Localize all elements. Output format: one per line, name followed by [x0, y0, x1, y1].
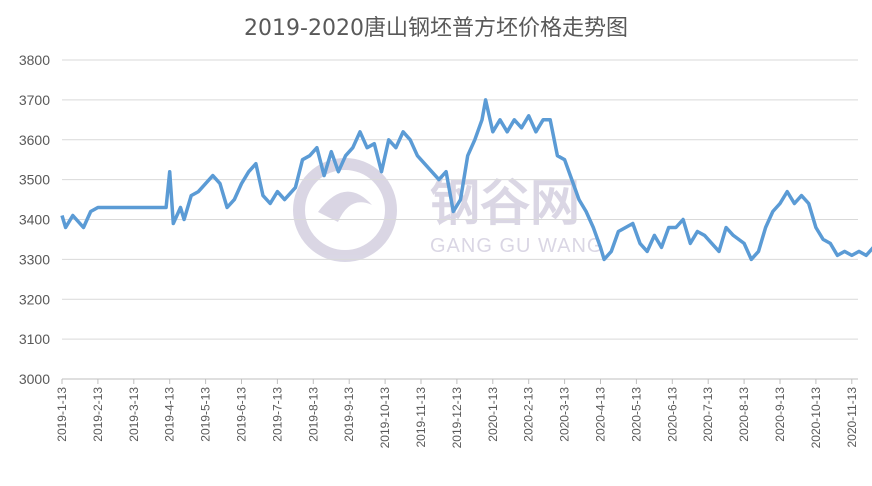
- watermark-circle-icon: [293, 158, 397, 262]
- series-line: [60, 98, 872, 262]
- x-tick-label: 2020-4-13: [594, 387, 608, 442]
- y-axis: 3000 3100 3200 3300 3400 3500 3600 3700 3800: [19, 52, 50, 387]
- x-tick-label: 2019-9-13: [342, 387, 356, 442]
- y-tick-label: 3200: [19, 291, 50, 307]
- chart-title: 2019-2020唐山钢坯普方坯价格走势图: [244, 16, 628, 41]
- x-tick-label: 2019-10-13: [378, 387, 392, 449]
- x-tick-label: 2020-10-13: [809, 387, 823, 449]
- watermark-text-en: GANG GU WANG: [430, 235, 603, 257]
- y-tick-label: 3500: [19, 172, 50, 188]
- x-tick-label: 2019-12-13: [450, 387, 464, 449]
- watermark-swirl-icon: [318, 191, 372, 222]
- x-tick-label: 2020-5-13: [629, 387, 643, 442]
- x-tick-label: 2019-4-13: [163, 387, 177, 442]
- x-tick-label: 2019-11-13: [414, 387, 428, 448]
- y-tick-label: 3600: [19, 132, 50, 148]
- y-tick-label: 3800: [19, 52, 50, 68]
- x-tick-label: 2019-7-13: [270, 387, 284, 442]
- x-tick-label: 2020-8-13: [737, 387, 751, 442]
- x-tick-label: 2020-11-13: [845, 387, 859, 448]
- x-axis: 2019-1-13 2019-2-13 2019-3-13 2019-4-13 2019…: [55, 379, 859, 448]
- watermark-text-cn: 钢谷网: [430, 174, 580, 232]
- y-tick-label: 3100: [19, 331, 50, 347]
- watermark-logo: 钢谷网 GANG GU WANG: [293, 158, 603, 262]
- x-tick-label: 2020-9-13: [773, 387, 787, 442]
- x-tick-label: 2020-2-13: [522, 387, 536, 442]
- x-tick-label: 2020-1-13: [486, 387, 500, 442]
- x-tick-label: 2019-1-13: [55, 387, 69, 442]
- x-tick-label: 2019-2-13: [91, 387, 105, 442]
- x-tick-label: 2019-8-13: [306, 387, 320, 442]
- x-tick-label: 2020-6-13: [665, 387, 679, 442]
- y-tick-label: 3700: [19, 92, 50, 108]
- x-tick-label: 2019-5-13: [199, 387, 213, 442]
- x-tick-label: 2020-3-13: [558, 387, 572, 442]
- y-tick-label: 3400: [19, 212, 50, 228]
- y-tick-label: 3000: [19, 371, 50, 387]
- grid-lines: [62, 59, 858, 380]
- x-tick-label: 2019-6-13: [235, 387, 249, 442]
- y-tick-label: 3300: [19, 251, 50, 267]
- x-tick-label: 2020-7-13: [701, 387, 715, 442]
- x-tick-label: 2019-3-13: [127, 387, 141, 442]
